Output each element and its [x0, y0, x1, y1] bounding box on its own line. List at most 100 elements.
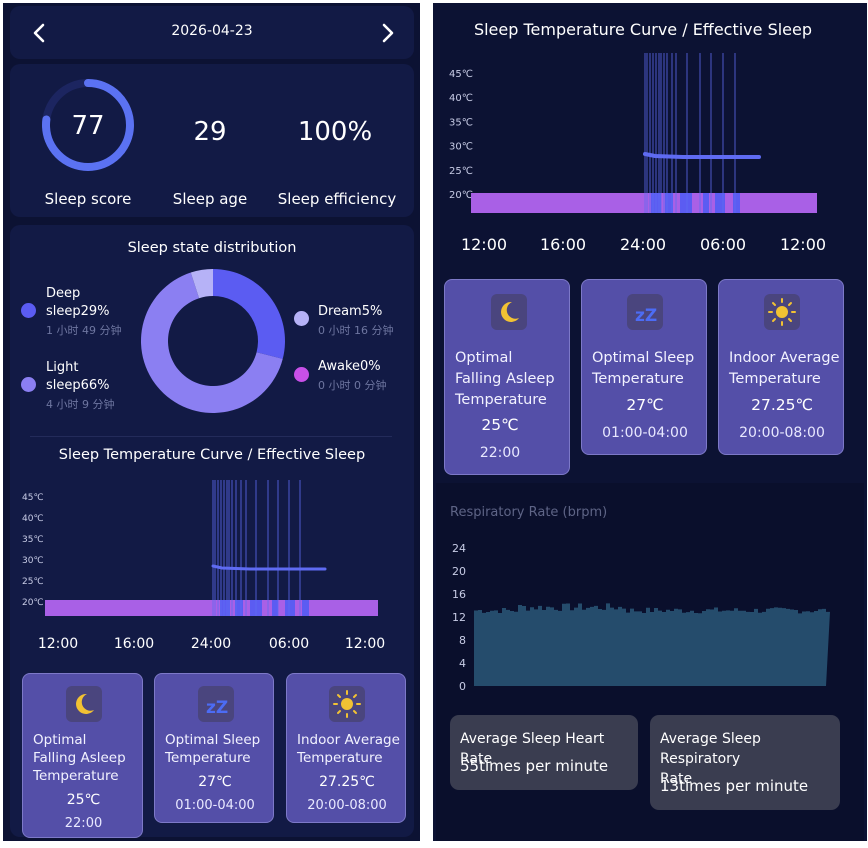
y-tick-label: 0 [459, 680, 466, 693]
date-nav-bar: 2026-04-23 [10, 6, 414, 59]
temp-card-value: 27℃ [626, 396, 664, 414]
title-line: Falling Asleep [455, 371, 555, 387]
chevron-left-icon[interactable] [28, 21, 52, 45]
sleep-age-value: 29 [193, 117, 227, 147]
deep-sleep-label-2: sleep29% [46, 304, 110, 319]
title-line: Temperature [165, 750, 251, 766]
falling-asleep-temp-card-right: Optimal Falling Asleep Temperature 25℃ 2… [444, 279, 570, 475]
x-tick-label: 24:00 [191, 636, 231, 652]
temp-card-value: 27.25℃ [751, 396, 813, 414]
deep-sleep-segment [220, 600, 230, 616]
left-screen: 2026-04-23 77 Sleep score 29 Sleep age 1… [3, 3, 420, 841]
sleep-efficiency-label: Sleep efficiency [277, 190, 397, 208]
zz-icon: zZ [627, 294, 663, 330]
sleep-efficiency-value: 100% [297, 117, 373, 147]
deep-sleep-segment [733, 193, 740, 213]
x-tick-label: 16:00 [114, 636, 154, 652]
light-sleep-label-2: sleep66% [46, 378, 110, 393]
optimal-sleep-temp-card: zZ Optimal Sleep Temperature 27℃ 01:00-0… [154, 673, 274, 823]
title-line: Optimal [33, 732, 87, 748]
deep-sleep-segment [703, 193, 709, 213]
respiratory-title: Respiratory Rate (brpm) [450, 505, 608, 520]
temperature-curve [211, 564, 327, 571]
y-tick-label: 35℃ [22, 535, 44, 545]
title-line: Optimal Sleep [592, 350, 695, 366]
title-line: Average Sleep Respiratory [660, 731, 761, 767]
temp-card-title: Optimal Sleep Temperature [592, 348, 694, 390]
temperature-title-right: Sleep Temperature Curve / Effective Slee… [473, 20, 813, 39]
temperature-chart-right: 45℃ 40℃ 35℃ 30℃ 25℃ 20℃ 12:00 16:00 24:00 06:00 1… [449, 53, 826, 254]
svg-text:zZ: zZ [635, 306, 657, 326]
heart-rate-title: Average Sleep Heart Rate [460, 731, 605, 767]
y-tick-label: 24 [452, 542, 466, 555]
temp-card-time: 22:00 [64, 816, 103, 831]
title-line: Temperature [33, 768, 119, 784]
sun-icon [329, 686, 365, 722]
temp-card-time: 20:00-08:00 [307, 798, 387, 813]
distribution-title: Sleep state distribution [127, 240, 297, 256]
deep-sleep-segment [272, 600, 278, 616]
indoor-average-temp-card-right: Indoor Average Temperature 27.25℃ 20:00-… [718, 279, 844, 455]
title-line: Indoor Average [729, 350, 840, 366]
x-tick-label: 12:00 [780, 235, 826, 254]
respiratory-chart: 24 20 16 12 8 4 0 [452, 542, 830, 693]
deep-sleep-segment [715, 193, 725, 213]
sun-icon [764, 294, 800, 330]
indoor-average-temp-card: Indoor Average Temperature 27.25℃ 20:00-… [286, 673, 406, 823]
x-tick-label: 12:00 [38, 636, 78, 652]
moon-icon [66, 686, 102, 722]
temp-card-time: 01:00-04:00 [175, 798, 255, 813]
title-line: Indoor Average [297, 732, 400, 748]
sleep-score-ring [42, 79, 134, 171]
y-tick-label: 16 [452, 588, 466, 601]
title-line: Optimal Sleep [165, 732, 261, 748]
light-sleep-label-1: Light [46, 360, 79, 375]
temperature-curve [643, 152, 761, 159]
effective-sleep-bar [45, 600, 378, 616]
chevron-right-icon[interactable] [375, 21, 399, 45]
respiratory-area [474, 603, 830, 686]
date-label: 2026-04-23 [171, 23, 253, 39]
light-sleep-dot [21, 377, 36, 392]
awake-dot [294, 367, 309, 382]
sleep-state-donut [141, 269, 285, 413]
dream-slice [190, 269, 213, 299]
light-sleep-slice [141, 272, 283, 413]
temp-card-title: Optimal Falling Asleep Temperature [33, 731, 126, 785]
x-tick-label: 16:00 [540, 235, 586, 254]
y-tick-label: 30℃ [22, 556, 44, 566]
svg-text:zZ: zZ [206, 698, 228, 718]
temp-card-time: 01:00-04:00 [602, 425, 688, 441]
title-line: Optimal [455, 350, 513, 366]
deep-sleep-segment [680, 193, 692, 213]
dream-label: Dream5% [318, 304, 383, 319]
divider [30, 436, 392, 437]
temperature-chart: 45℃ 40℃ 35℃ 30℃ 25℃ 20℃ 12:00 16:00 24:00 06:00 1… [22, 480, 385, 652]
detail-card: Sleep state distribution Deep sleep29% 1… [10, 225, 414, 838]
y-tick-label: 45℃ [449, 69, 473, 80]
x-tick-label: 12:00 [461, 235, 507, 254]
awake-label: Awake0% [318, 359, 381, 374]
x-tick-label: 06:00 [269, 636, 309, 652]
optimal-sleep-temp-card-right: zZ Optimal Sleep Temperature 27℃ 01:00-0… [581, 279, 707, 455]
awake-duration: 0 小时 0 分钟 [318, 379, 387, 392]
x-tick-label: 06:00 [700, 235, 746, 254]
title-line: Falling Asleep [33, 750, 126, 766]
y-tick-label: 20℃ [449, 190, 473, 201]
heart-rate-value: 55times per minute [460, 757, 609, 775]
y-tick-label: 8 [459, 634, 466, 647]
respiratory-rate-title: Average Sleep Respiratory Rate [660, 729, 840, 789]
temp-card-value: 27.25℃ [319, 774, 375, 790]
sleep-age-label: Sleep age [172, 190, 248, 208]
temperature-title: Sleep Temperature Curve / Effective Slee… [58, 447, 366, 463]
x-tick-label: 24:00 [620, 235, 666, 254]
sleep-score-label: Sleep score [44, 190, 132, 208]
temp-card-time: 22:00 [479, 445, 521, 461]
y-tick-label: 40℃ [449, 93, 473, 104]
y-tick-label: 35℃ [449, 117, 473, 128]
title-line: Rate [660, 771, 693, 787]
sleep-score-value: 77 [71, 111, 105, 141]
temp-card-title: Optimal Sleep Temperature [165, 731, 260, 767]
respiratory-section: Respiratory Rate (brpm) 24 20 16 12 8 4 0 Aver… [436, 483, 864, 841]
deep-sleep-segment [302, 600, 309, 616]
